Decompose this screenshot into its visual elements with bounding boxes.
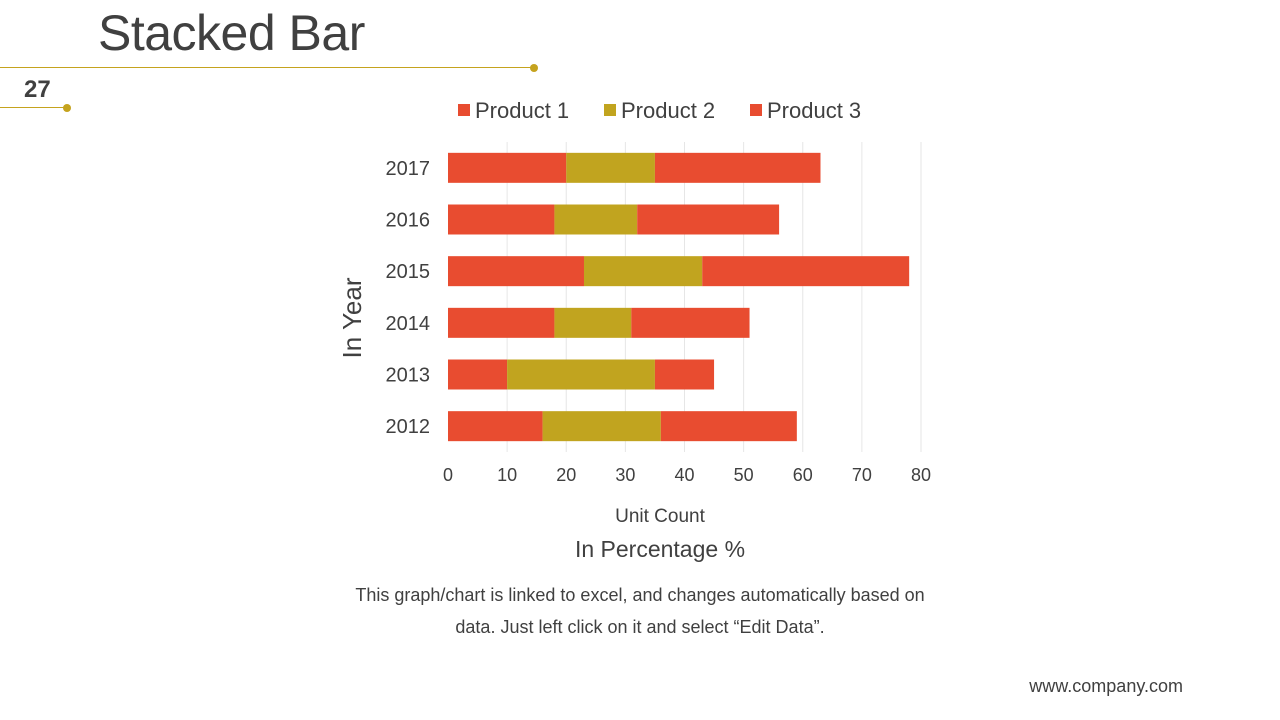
legend-label-2: Product 2 [621,98,715,123]
chart-subtitle: In Percentage % [575,536,745,562]
x-tick-label: 80 [911,465,931,485]
x-tick-label: 60 [793,465,813,485]
grid-lines [506,142,922,452]
y-tick-label: 2015 [386,261,431,283]
y-tick-label: 2012 [386,416,431,438]
y-tick-label: 2014 [386,313,431,335]
legend-label-3: Product 3 [767,98,861,123]
bar-2013-product-2[interactable] [507,359,655,390]
bar-2012-product-2[interactable] [542,411,661,442]
title-divider [0,67,534,68]
bar-2017-product-2[interactable] [566,152,655,183]
bar-2016-product-1[interactable] [448,204,555,235]
y-axis-label: In Year [337,277,367,358]
footnote-line-2: data. Just left click on it and select “… [455,617,825,637]
x-tick-label: 30 [615,465,635,485]
bar-2014-product-2[interactable] [554,307,632,338]
bar-2012-product-3[interactable] [660,411,797,442]
x-tick-label: 40 [674,465,694,485]
legend-swatch-3 [750,104,762,116]
page-number: 27 [24,76,51,103]
page-number-divider-dot [63,104,71,112]
bar-2014-product-1[interactable] [448,307,555,338]
x-axis-label: Unit Count [615,506,705,527]
legend-swatch-2 [604,104,616,116]
axis-ticks: 0 10 20 30 40 50 60 70 80 2017 2016 2015 2014 2013 201… [386,158,932,485]
legend-label-1: Product 1 [475,98,569,123]
bars[interactable] [448,152,910,442]
bar-2017-product-1[interactable] [448,152,567,183]
bar-2013-product-1[interactable] [448,359,508,390]
y-tick-label: 2017 [386,158,431,180]
bar-2016-product-3[interactable] [637,204,780,235]
bar-2012-product-1[interactable] [448,411,543,442]
bar-2015-product-2[interactable] [583,256,703,287]
footer-url[interactable]: www.company.com [1029,676,1183,696]
y-tick-label: 2016 [386,210,431,232]
bar-2013-product-3[interactable] [654,359,715,390]
y-tick-label: 2013 [386,365,431,387]
footnote-line-1: This graph/chart is linked to excel, and… [355,585,925,605]
x-tick-label: 10 [497,465,517,485]
legend-swatch-1 [458,104,470,116]
x-tick-label: 50 [734,465,754,485]
page-number-divider [0,107,66,108]
slide-title: Stacked Bar [98,5,365,61]
bar-2017-product-3[interactable] [654,152,821,183]
legend: Product 1 Product 2 Product 3 [458,98,861,123]
x-tick-label: 20 [556,465,576,485]
bar-2015-product-3[interactable] [702,256,910,287]
bar-2014-product-3[interactable] [631,307,750,338]
footnote: This graph/chart is linked to excel, and… [340,579,940,643]
bar-2016-product-2[interactable] [554,204,638,235]
x-tick-label: 0 [443,465,453,485]
bar-2015-product-1[interactable] [448,256,584,287]
title-divider-dot [530,64,538,72]
x-tick-label: 70 [852,465,872,485]
